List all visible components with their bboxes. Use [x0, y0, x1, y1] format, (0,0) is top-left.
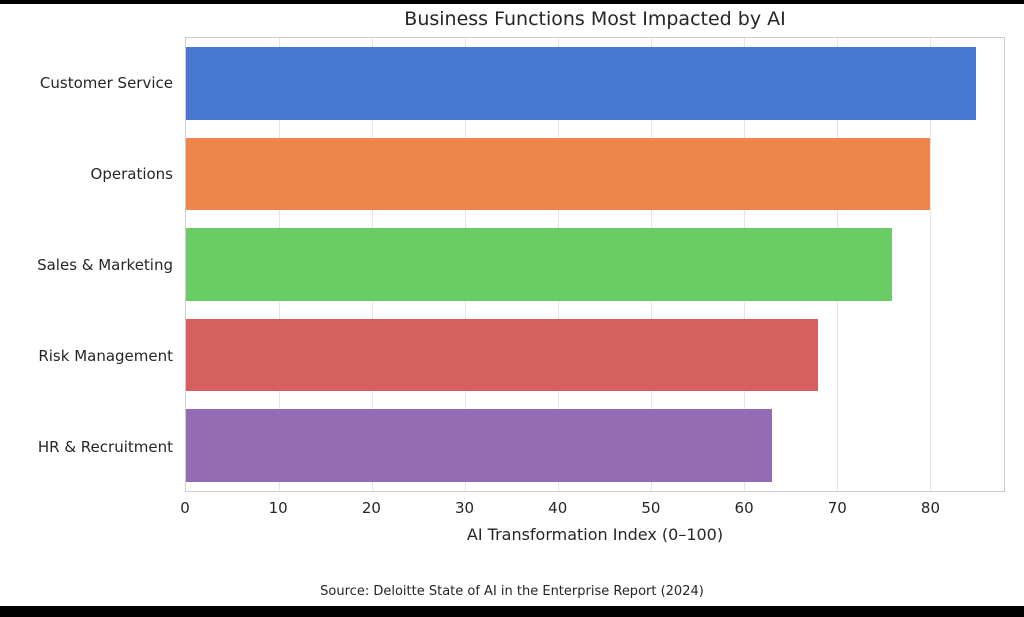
x-axis-ticks: 0 10 20 30 40 50 60 70 80 [180, 499, 1005, 519]
x-tick-label: 30 [454, 499, 475, 517]
y-tick-label: Customer Service [39, 73, 173, 92]
bar-operations [186, 137, 930, 211]
bar-sales-marketing [186, 228, 893, 301]
bar-risk-management [186, 318, 819, 392]
x-tick-label: 20 [361, 499, 381, 517]
x-tick-label: 50 [641, 499, 661, 517]
source-note: Source: Deloitte State of AI in the Ente… [320, 584, 704, 599]
bottom-border [0, 606, 1024, 617]
y-tick-label: Sales & Marketing [37, 255, 173, 274]
gridline [929, 38, 931, 491]
plot-area [185, 37, 1005, 492]
bar-series [186, 38, 1004, 491]
x-axis-label: AI Transformation Index (0–100) [466, 525, 724, 544]
x-tick-label: 80 [920, 499, 940, 517]
x-tick-label: 0 [180, 499, 190, 517]
bar-row [186, 400, 1004, 491]
x-tick-label: 70 [827, 499, 847, 517]
bar-row [186, 129, 1004, 220]
x-tick-label: 10 [268, 499, 288, 517]
y-axis-labels: Customer Service Operations Sales & Market… [0, 37, 173, 492]
y-tick-label: Risk Management [38, 346, 173, 365]
y-tick-label: HR & Recruitment [37, 437, 173, 456]
bar-row [186, 310, 1004, 401]
x-tick-label: 40 [548, 499, 568, 517]
chart-title: Business Functions Most Impacted by AI [404, 8, 786, 30]
top-border [0, 0, 1024, 4]
bar-row [186, 219, 1004, 310]
y-tick-label: Operations [90, 164, 173, 183]
x-tick-label: 60 [734, 499, 754, 517]
bar-row [186, 38, 1004, 129]
bar-customer-service [186, 47, 977, 120]
bar-hr-recruitment [186, 409, 772, 482]
